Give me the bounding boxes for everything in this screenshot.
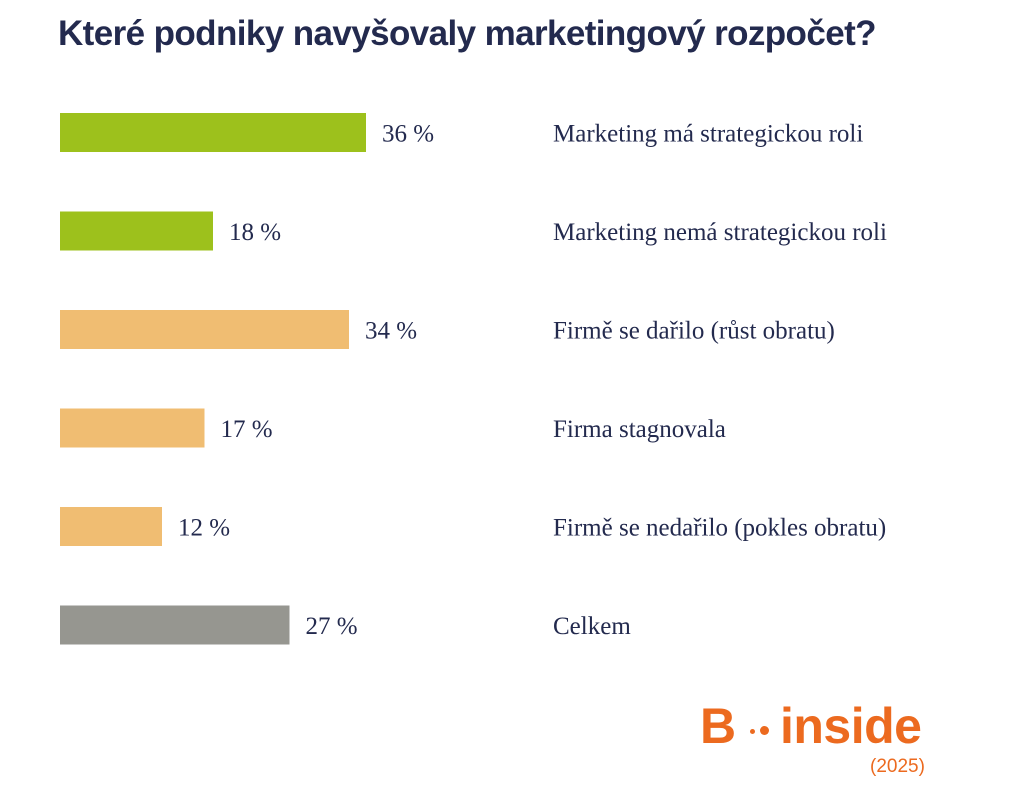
bar-value-label: 12 % — [178, 515, 230, 542]
category-label: Marketing má strategickou roli — [553, 121, 863, 148]
b-inside-logo: B inside (2025) — [700, 700, 940, 790]
bar-value-label: 36 % — [382, 121, 434, 148]
category-label: Firma stagnovala — [553, 416, 726, 443]
logo-year: (2025) — [870, 756, 925, 777]
bar-value-label: 27 % — [306, 613, 358, 640]
category-label: Firmě se nedařilo (pokles obratu) — [553, 515, 886, 542]
bar-value-label: 18 % — [229, 219, 281, 246]
category-label: Celkem — [553, 613, 631, 640]
bar — [60, 113, 366, 152]
bar — [60, 211, 213, 251]
logo-word: inside — [780, 698, 922, 754]
bar-value-label: 17 % — [221, 416, 273, 443]
bar-value-label: 34 % — [365, 318, 417, 345]
logo-letter: B — [700, 698, 737, 754]
bar — [60, 605, 290, 645]
bar — [60, 507, 162, 546]
bar — [60, 310, 349, 349]
category-label: Firmě se dařilo (růst obratu) — [553, 318, 835, 345]
category-label: Marketing nemá strategickou roli — [553, 219, 887, 246]
bar-chart: 36 % Marketing má strategickou roli 18 % Ma… — [60, 113, 887, 645]
bar — [60, 408, 205, 448]
logo-dots-icon — [746, 724, 774, 736]
chart-title: Které podniky navyšovaly marketingový ro… — [58, 14, 877, 53]
